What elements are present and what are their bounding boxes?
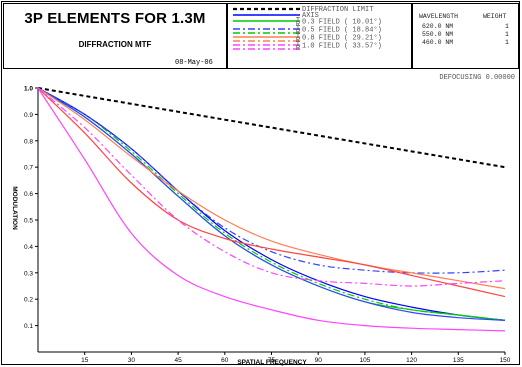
chart-title: 3P ELEMENTS FOR 1.3M xyxy=(24,10,206,27)
legend-tr-mark: T xyxy=(296,33,300,41)
x-axis-label: SPATIAL FREQUENCY xyxy=(237,359,307,366)
y-tick-label: 1.0 xyxy=(24,86,33,93)
weight-2: 1 xyxy=(505,31,509,38)
weight-1: 1 xyxy=(505,23,509,30)
defocusing-label: DEFOCUSING 0.00000 xyxy=(439,74,515,82)
legend-label: 0.5 FIELD ( 18.84°) xyxy=(302,26,382,35)
series-line-7 xyxy=(37,87,506,298)
x-tick-label: 45 xyxy=(174,357,182,364)
wavelength-cell xyxy=(412,3,519,69)
legend-cell xyxy=(227,3,412,69)
y-tick-label: 0.3 xyxy=(24,270,33,277)
weight-3: 1 xyxy=(505,39,509,46)
wavelength-3: 460.0 NM xyxy=(422,39,454,46)
plot-layer: 0.1 0.2 0.3 0.4 0.5 0.6 0.7 0.8 0.9 1.0 15 30 45 60 75… xyxy=(24,86,511,365)
legend-tr-mark: T xyxy=(296,25,300,33)
y-tick-label: 0.6 xyxy=(24,191,33,198)
x-tick-label: 105 xyxy=(359,357,370,364)
x-tick-label: 150 xyxy=(500,357,511,364)
legend-tr-mark: R xyxy=(296,21,301,29)
y-tick-label: 0.5 xyxy=(24,218,33,225)
weight-header: WEIGHT xyxy=(483,13,507,20)
y-tick-label: 0.2 xyxy=(24,297,33,304)
legend-label: 0.8 FIELD ( 29.21°) xyxy=(302,34,382,43)
wavelength-header: WAVELENGTH xyxy=(419,13,459,20)
series-line-3 xyxy=(37,87,506,321)
legend-tr-mark: R xyxy=(296,45,301,53)
series-line-2 xyxy=(37,87,506,321)
x-tick-label: 135 xyxy=(453,357,464,364)
legend-label: 0.3 FIELD ( 10.01°) xyxy=(302,18,382,27)
series-line-4 xyxy=(37,87,506,274)
legend-tr-mark: T xyxy=(296,41,300,49)
y-tick-label: 0.9 xyxy=(24,112,33,119)
x-tick-label: 15 xyxy=(81,357,89,364)
x-tick-label: 60 xyxy=(221,357,229,364)
series-line-0 xyxy=(37,87,506,169)
series-line-8 xyxy=(37,87,506,332)
y-tick-label: 0.4 xyxy=(24,244,33,251)
legend-tr-mark: R xyxy=(296,37,301,45)
y-tick-label: 0.7 xyxy=(24,165,33,172)
legend-label: DIFFRACTION LIMIT xyxy=(302,6,373,14)
series-line-6 xyxy=(37,87,506,290)
legend-tr-mark: T xyxy=(296,17,300,25)
series-line-9 xyxy=(37,87,506,287)
x-tick-label: 90 xyxy=(315,357,323,364)
y-axis-label: MODULATION xyxy=(11,186,18,230)
legend-tr-mark: R xyxy=(296,29,301,37)
x-tick-label: 75 xyxy=(268,357,276,364)
date-stamp: 08-May-06 xyxy=(175,59,213,67)
series-line-5 xyxy=(37,87,506,321)
x-tick-label: 120 xyxy=(406,357,417,364)
y-tick-label: 0.1 xyxy=(24,323,33,330)
y-tick-label: 0.8 xyxy=(24,138,33,145)
series-line-1 xyxy=(37,87,506,321)
wavelength-1: 620.0 NM xyxy=(422,23,454,30)
x-tick-label: 30 xyxy=(128,357,136,364)
wavelength-2: 550.0 NM xyxy=(422,31,454,38)
legend-label: 1.0 FIELD ( 33.57°) xyxy=(302,42,382,51)
title-cell xyxy=(3,3,227,69)
legend-label: AXIS xyxy=(302,12,319,20)
chart-subtitle: DIFFRACTION MTF xyxy=(78,40,152,49)
